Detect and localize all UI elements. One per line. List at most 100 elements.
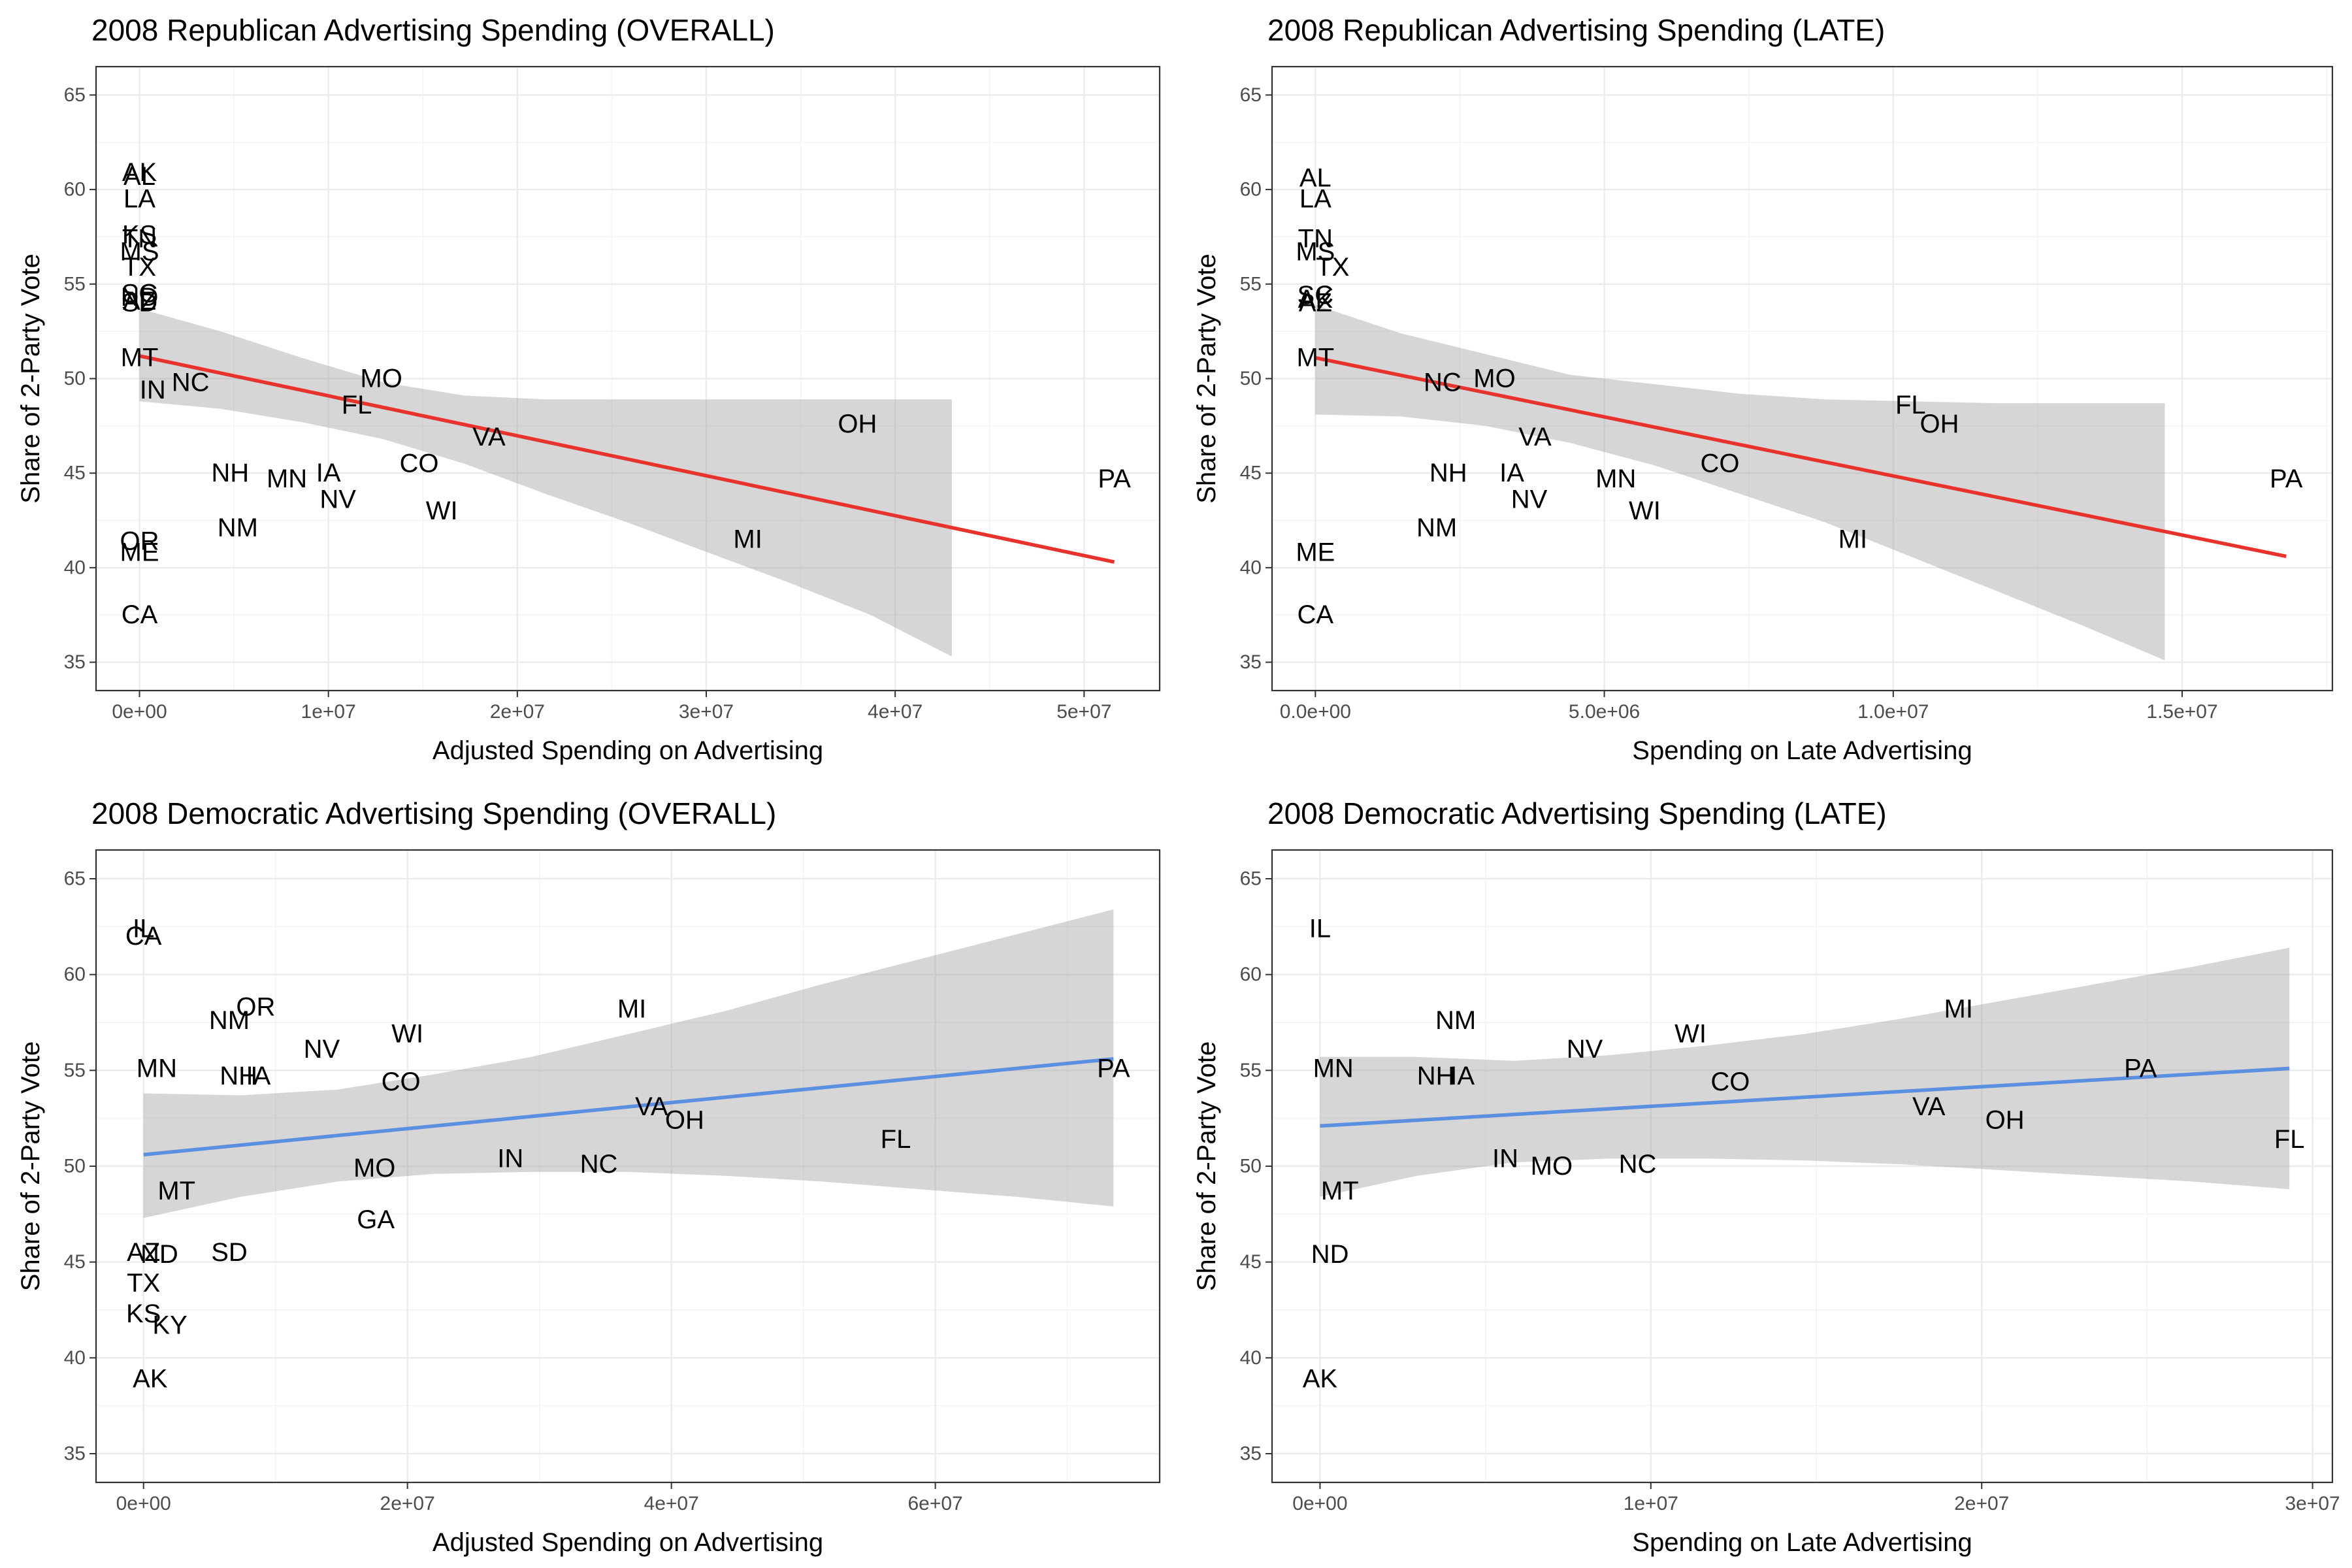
point-label-ks: KS	[122, 221, 157, 250]
point-label-co: CO	[1700, 449, 1739, 478]
point-label-mi: MI	[1944, 994, 1973, 1023]
point-label-fl: FL	[342, 391, 372, 419]
x-tick-label: 0e+00	[1292, 1493, 1347, 1514]
y-tick-label: 35	[64, 1443, 86, 1465]
x-axis-label: Adjusted Spending on Advertising	[433, 1528, 823, 1557]
point-label-nv: NV	[319, 485, 356, 514]
point-label-wi: WI	[1674, 1020, 1707, 1049]
point-label-ak: AK	[1298, 285, 1333, 314]
point-label-co: CO	[399, 449, 438, 478]
point-label-sd: SD	[211, 1238, 248, 1267]
confidence-ribbon	[139, 308, 952, 657]
chart-title: 2008 Republican Advertising Spending (OV…	[91, 13, 775, 47]
y-tick-label: 55	[1240, 1060, 1262, 1081]
point-label-nc: NC	[580, 1150, 618, 1179]
point-label-al: AL	[1299, 164, 1331, 193]
point-label-ak: AK	[1303, 1365, 1338, 1394]
point-label-oh: OH	[838, 410, 877, 438]
point-label-ia: IA	[246, 1062, 271, 1090]
y-tick-label: 50	[1240, 1156, 1262, 1177]
point-label-mn: MN	[137, 1054, 177, 1083]
point-label-nd: ND	[140, 1240, 178, 1269]
x-axis-label: Spending on Late Advertising	[1632, 736, 1972, 765]
point-label-ca: CA	[1298, 600, 1334, 629]
y-tick-label: 45	[1240, 1251, 1262, 1273]
point-label-ca: CA	[125, 922, 162, 951]
point-label-ia: IA	[1499, 459, 1524, 487]
chart-title: 2008 Democratic Advertising Spending (OV…	[91, 796, 776, 830]
point-label-sc: SC	[122, 279, 158, 308]
x-tick-label: 2e+07	[380, 1493, 435, 1514]
point-label-fl: FL	[881, 1125, 911, 1154]
point-label-ks: KS	[126, 1299, 161, 1328]
point-label-mt: MT	[1321, 1177, 1359, 1205]
point-label-fl: FL	[2274, 1125, 2305, 1154]
y-tick-label: 35	[1240, 651, 1262, 673]
x-tick-label: 4e+07	[868, 701, 923, 723]
point-label-va: VA	[635, 1092, 668, 1121]
point-label-az: AZ	[127, 1238, 160, 1267]
y-tick-label: 45	[64, 463, 86, 484]
point-label-nh: NH	[1429, 459, 1467, 487]
y-tick-label: 55	[1240, 273, 1262, 295]
point-label-ia: IA	[316, 459, 341, 487]
point-label-az: AZ	[1299, 289, 1332, 318]
y-tick-label: 60	[64, 179, 86, 201]
point-label-nm: NM	[1416, 514, 1457, 542]
y-tick-label: 45	[64, 1251, 86, 1273]
point-label-wi: WI	[426, 497, 458, 525]
point-label-or: OR	[236, 993, 275, 1022]
point-label-la: LA	[123, 185, 155, 214]
point-label-nm: NM	[209, 1006, 250, 1035]
y-tick-label: 50	[64, 1156, 86, 1177]
x-tick-label: 1.0e+07	[1857, 701, 1929, 723]
regression-line	[1315, 355, 2287, 559]
point-label-fl: FL	[1895, 391, 1926, 419]
point-label-oh: OH	[1920, 410, 1959, 438]
y-tick-label: 65	[64, 868, 86, 890]
point-label-mt: MT	[1296, 344, 1334, 372]
confidence-ribbon	[1315, 304, 2165, 661]
regression-line	[1320, 1066, 2290, 1128]
point-label-mi: MI	[1838, 525, 1867, 553]
y-tick-label: 60	[64, 964, 86, 985]
y-tick-label: 55	[64, 1060, 86, 1081]
point-label-me: ME	[120, 538, 159, 567]
point-label-nc: NC	[172, 368, 210, 397]
point-label-ca: CA	[122, 600, 158, 629]
point-label-in: IN	[497, 1144, 523, 1173]
point-label-nd: ND	[121, 283, 159, 312]
point-label-mi: MI	[617, 994, 646, 1023]
x-axis-label: Spending on Late Advertising	[1632, 1528, 1972, 1557]
chart-title: 2008 Democratic Advertising Spending (LA…	[1267, 796, 1887, 830]
point-label-nm: NM	[1435, 1006, 1476, 1035]
point-label-ky: KY	[152, 1311, 187, 1339]
point-label-ms: MS	[120, 238, 159, 267]
point-label-nv: NV	[1511, 485, 1548, 514]
point-label-tx: TX	[1316, 253, 1349, 282]
point-label-tn: TN	[1298, 224, 1333, 253]
y-tick-label: 65	[1240, 868, 1262, 890]
confidence-ribbon	[1320, 947, 2290, 1197]
point-label-ak: AK	[122, 158, 157, 187]
point-label-ia: IA	[1450, 1062, 1475, 1090]
x-axis-label: Adjusted Spending on Advertising	[433, 736, 823, 765]
x-tick-label: 0.0e+00	[1280, 701, 1351, 723]
point-label-va: VA	[472, 423, 506, 451]
confidence-ribbon	[143, 909, 1114, 1218]
point-label-oh: OH	[665, 1106, 704, 1135]
point-label-wi: WI	[391, 1020, 423, 1049]
point-label-nv: NV	[304, 1035, 340, 1064]
point-label-nd: ND	[1311, 1240, 1349, 1269]
point-label-pa: PA	[2124, 1054, 2157, 1083]
x-tick-label: 6e+07	[907, 1493, 962, 1514]
y-tick-label: 40	[64, 557, 86, 578]
x-tick-label: 3e+07	[679, 701, 734, 723]
regression-line	[143, 1056, 1114, 1157]
y-tick-label: 40	[1240, 1347, 1262, 1369]
point-label-nh: NH	[220, 1062, 257, 1090]
